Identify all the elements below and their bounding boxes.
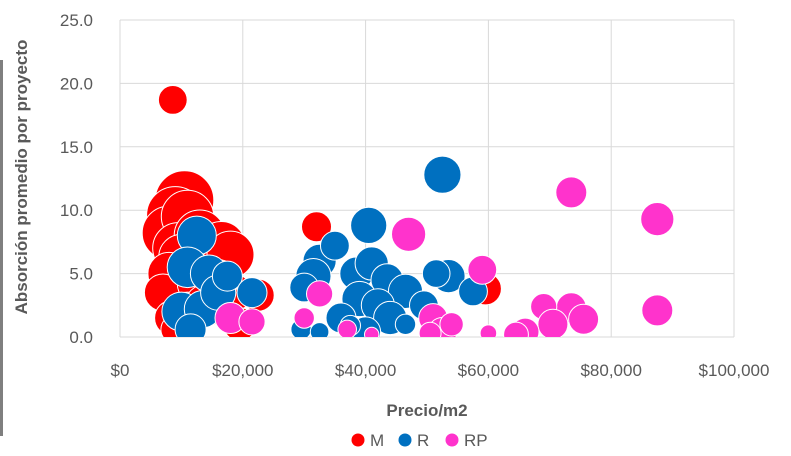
y-tick-label: 20.0 xyxy=(60,74,93,93)
bubble-rp xyxy=(418,321,442,337)
bubble-rp xyxy=(555,176,588,209)
bubble-rp xyxy=(364,326,380,337)
bubble-rp xyxy=(641,294,674,327)
x-tick-label: $20,000 xyxy=(212,361,273,380)
bubble-rp xyxy=(306,280,334,308)
bubble-rp xyxy=(391,216,427,252)
bubble-rp xyxy=(293,307,315,329)
bubble-r xyxy=(421,259,451,288)
bubble-rp xyxy=(503,321,529,337)
legend-item-r: R xyxy=(398,431,429,450)
x-tick-label: $0 xyxy=(111,361,130,380)
x-tick-label: $60,000 xyxy=(458,361,519,380)
legend-label: R xyxy=(417,431,429,450)
x-axis-title: Precio/m2 xyxy=(386,401,467,420)
y-tick-label: 15.0 xyxy=(60,138,93,157)
bubble-r xyxy=(423,155,462,194)
bubble-rp xyxy=(467,254,498,285)
bubble-r xyxy=(236,277,268,309)
y-axis-tick-labels: 0.0 5.0 10.0 15.0 20.0 25.0 xyxy=(60,11,93,347)
bubble-r xyxy=(320,230,350,261)
bubble-r xyxy=(309,322,330,337)
y-tick-label: 0.0 xyxy=(69,328,93,347)
y-tick-label: 10.0 xyxy=(60,201,93,220)
left-edge-border xyxy=(0,60,3,436)
bubble-m xyxy=(301,211,332,243)
x-tick-label: $80,000 xyxy=(580,361,641,380)
bubble-rp xyxy=(479,324,498,337)
bubble-r xyxy=(394,313,417,335)
x-axis-tick-labels: $0 $20,000 $40,000 $60,000 $80,000 $100,000 xyxy=(111,361,770,380)
legend-label: M xyxy=(370,431,384,450)
legend-marker xyxy=(351,433,365,447)
y-tick-label: 5.0 xyxy=(69,265,93,284)
y-axis-title: Absorción promedio por proyecto xyxy=(12,40,31,315)
bubble-r xyxy=(211,260,243,292)
bubble-rp xyxy=(568,303,600,335)
bubble-rp xyxy=(238,308,266,336)
series-r xyxy=(161,155,488,337)
legend: M R RP xyxy=(351,431,488,450)
legend-marker xyxy=(445,433,459,447)
bubble-rp xyxy=(537,308,569,337)
bubble-m xyxy=(157,85,188,115)
bubble-r xyxy=(350,206,388,244)
legend-label: RP xyxy=(464,431,488,450)
bubble-rp xyxy=(640,202,675,237)
bubble-r xyxy=(174,313,207,337)
x-tick-label: $40,000 xyxy=(335,361,396,380)
x-tick-label: $100,000 xyxy=(699,361,770,380)
y-tick-label: 25.0 xyxy=(60,11,93,30)
legend-marker xyxy=(398,433,412,447)
bubble-rp xyxy=(337,319,357,337)
bubble-rp xyxy=(439,312,464,337)
legend-item-rp: RP xyxy=(445,431,488,450)
legend-item-m: M xyxy=(351,431,384,450)
series-rp xyxy=(214,176,675,337)
plot-area xyxy=(141,85,675,337)
